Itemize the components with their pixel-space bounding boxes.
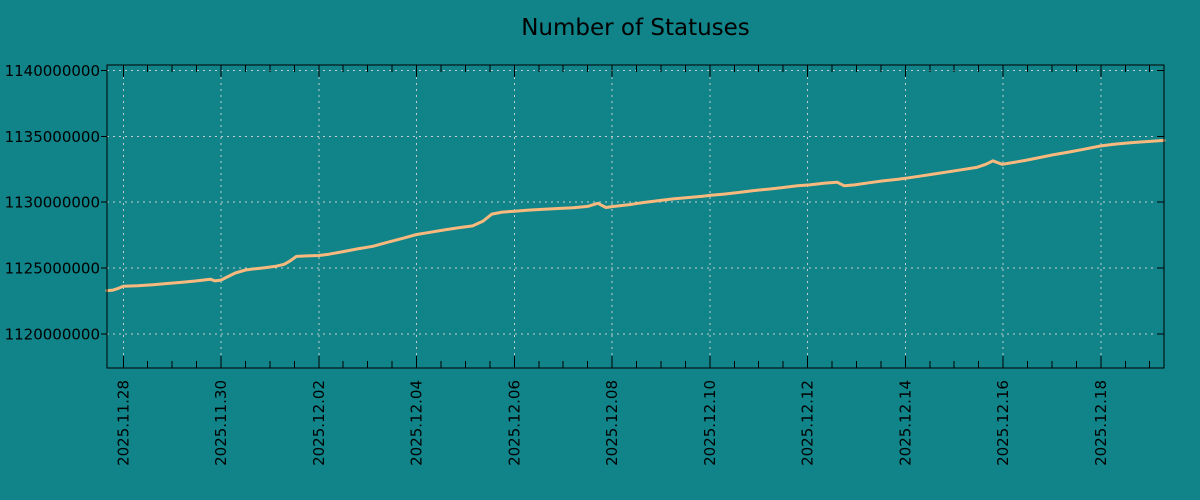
y-tick-label: 1130000000 (5, 194, 100, 212)
x-tick-label: 2025.11.30 (212, 380, 230, 466)
data-line (105, 138, 1166, 293)
data-series (105, 138, 1166, 293)
axis-labels: 1120000000 1125000000 1130000000 1135000000… (5, 62, 1110, 466)
x-tick-label: 2025.12.18 (1092, 380, 1110, 466)
chart-title: Number of Statuses (521, 15, 750, 41)
x-tick-label: 2025.12.12 (799, 380, 817, 466)
x-tick-label: 2025.12.10 (701, 380, 719, 466)
x-tick-label: 2025.12.14 (896, 380, 914, 466)
y-tick-label: 1135000000 (5, 128, 100, 146)
x-tick-label: 2025.11.28 (114, 380, 132, 466)
axis-ticks (101, 65, 1164, 368)
y-tick-label: 1125000000 (5, 260, 100, 278)
x-tick-label: 2025.12.02 (310, 380, 328, 466)
x-tick-label: 2025.12.08 (603, 380, 621, 466)
y-tick-label: 1140000000 (5, 62, 100, 80)
x-tick-label: 2025.12.06 (505, 380, 523, 466)
x-tick-label: 2025.12.16 (994, 380, 1012, 466)
y-tick-label: 1120000000 (5, 325, 100, 343)
x-tick-label: 2025.12.04 (408, 380, 426, 466)
plot-border (106, 64, 1165, 369)
grid-lines (107, 65, 1164, 368)
